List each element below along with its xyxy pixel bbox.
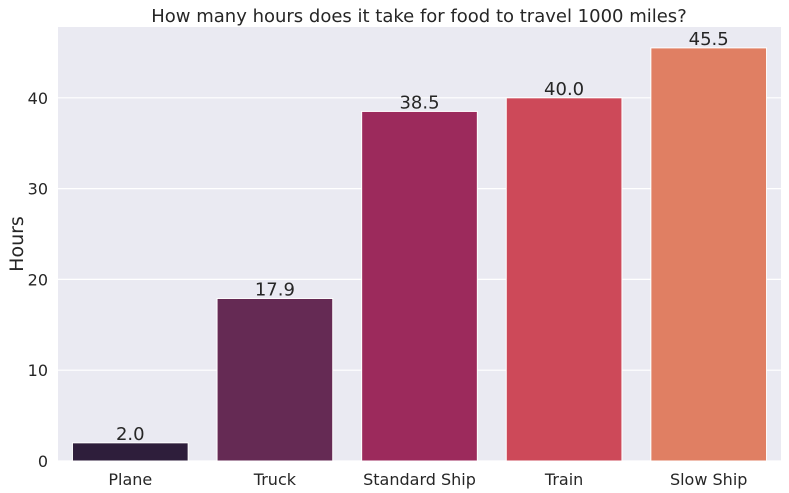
x-tick-label: Slow Ship (670, 470, 747, 489)
bar-value-label: 45.5 (689, 29, 729, 50)
bar-value-label: 2.0 (116, 424, 145, 445)
bar-value-label: 38.5 (399, 92, 439, 113)
bar (505, 97, 623, 462)
bar-value-labels: 2.0 17.9 38.5 40.0 45.5 (116, 29, 729, 445)
chart-title: How many hours does it take for food to … (151, 6, 687, 27)
bar-value-label: 17.9 (255, 279, 295, 300)
y-tick-label: 10 (28, 361, 48, 380)
x-tick-labels: Plane Truck Standard Ship Train Slow Ship (108, 470, 747, 489)
bar (216, 297, 334, 462)
bar (361, 110, 478, 462)
bars (71, 47, 768, 462)
y-tick-label: 0 (38, 452, 48, 471)
y-tick-label: 30 (28, 180, 48, 199)
x-tick-label: Plane (108, 470, 152, 489)
x-tick-label: Truck (253, 470, 297, 489)
bar (650, 47, 768, 462)
y-axis-label: Hours (6, 216, 28, 272)
y-tick-labels: 0 10 20 30 40 (28, 89, 48, 471)
y-tick-label: 20 (28, 270, 48, 289)
x-tick-label: Train (544, 470, 583, 489)
x-tick-label: Standard Ship (363, 470, 476, 489)
y-tick-label: 40 (28, 89, 48, 108)
bar (71, 442, 189, 462)
bar-value-label: 40.0 (544, 79, 584, 100)
